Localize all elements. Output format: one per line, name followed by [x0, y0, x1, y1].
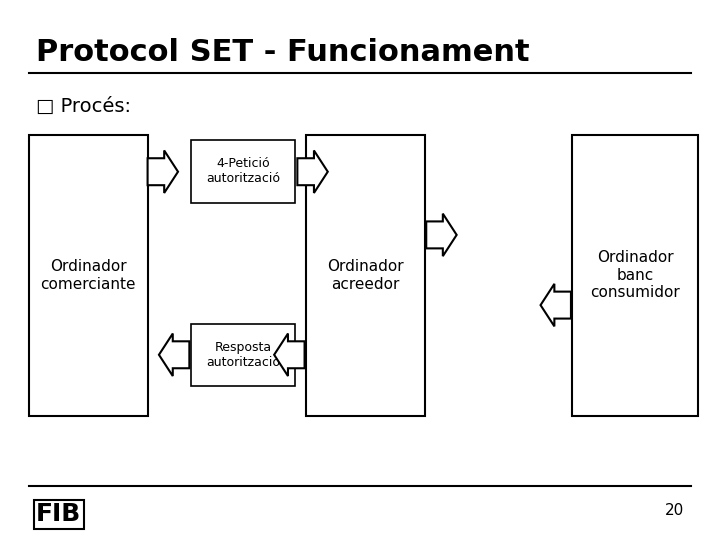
Polygon shape — [541, 284, 571, 326]
Text: Ordinador
acreedor: Ordinador acreedor — [327, 259, 404, 292]
Text: Ordinador
comerciante: Ordinador comerciante — [40, 259, 136, 292]
Text: Protocol SET - Funcionament: Protocol SET - Funcionament — [36, 38, 530, 67]
Text: □ Procés:: □ Procés: — [36, 97, 131, 116]
FancyBboxPatch shape — [29, 135, 148, 416]
Text: 20: 20 — [665, 503, 684, 518]
Polygon shape — [426, 214, 456, 256]
Polygon shape — [148, 151, 178, 193]
FancyBboxPatch shape — [306, 135, 425, 416]
Polygon shape — [297, 151, 328, 193]
FancyBboxPatch shape — [191, 140, 295, 202]
Text: Resposta
autorització: Resposta autorització — [206, 341, 280, 369]
Text: FIB: FIB — [36, 502, 81, 526]
Polygon shape — [159, 334, 189, 376]
FancyBboxPatch shape — [191, 324, 295, 386]
Polygon shape — [274, 334, 305, 376]
Text: Ordinador
banc
consumidor: Ordinador banc consumidor — [590, 251, 680, 300]
FancyBboxPatch shape — [572, 135, 698, 416]
Text: 4-Petició
autorització: 4-Petició autorització — [206, 158, 280, 185]
